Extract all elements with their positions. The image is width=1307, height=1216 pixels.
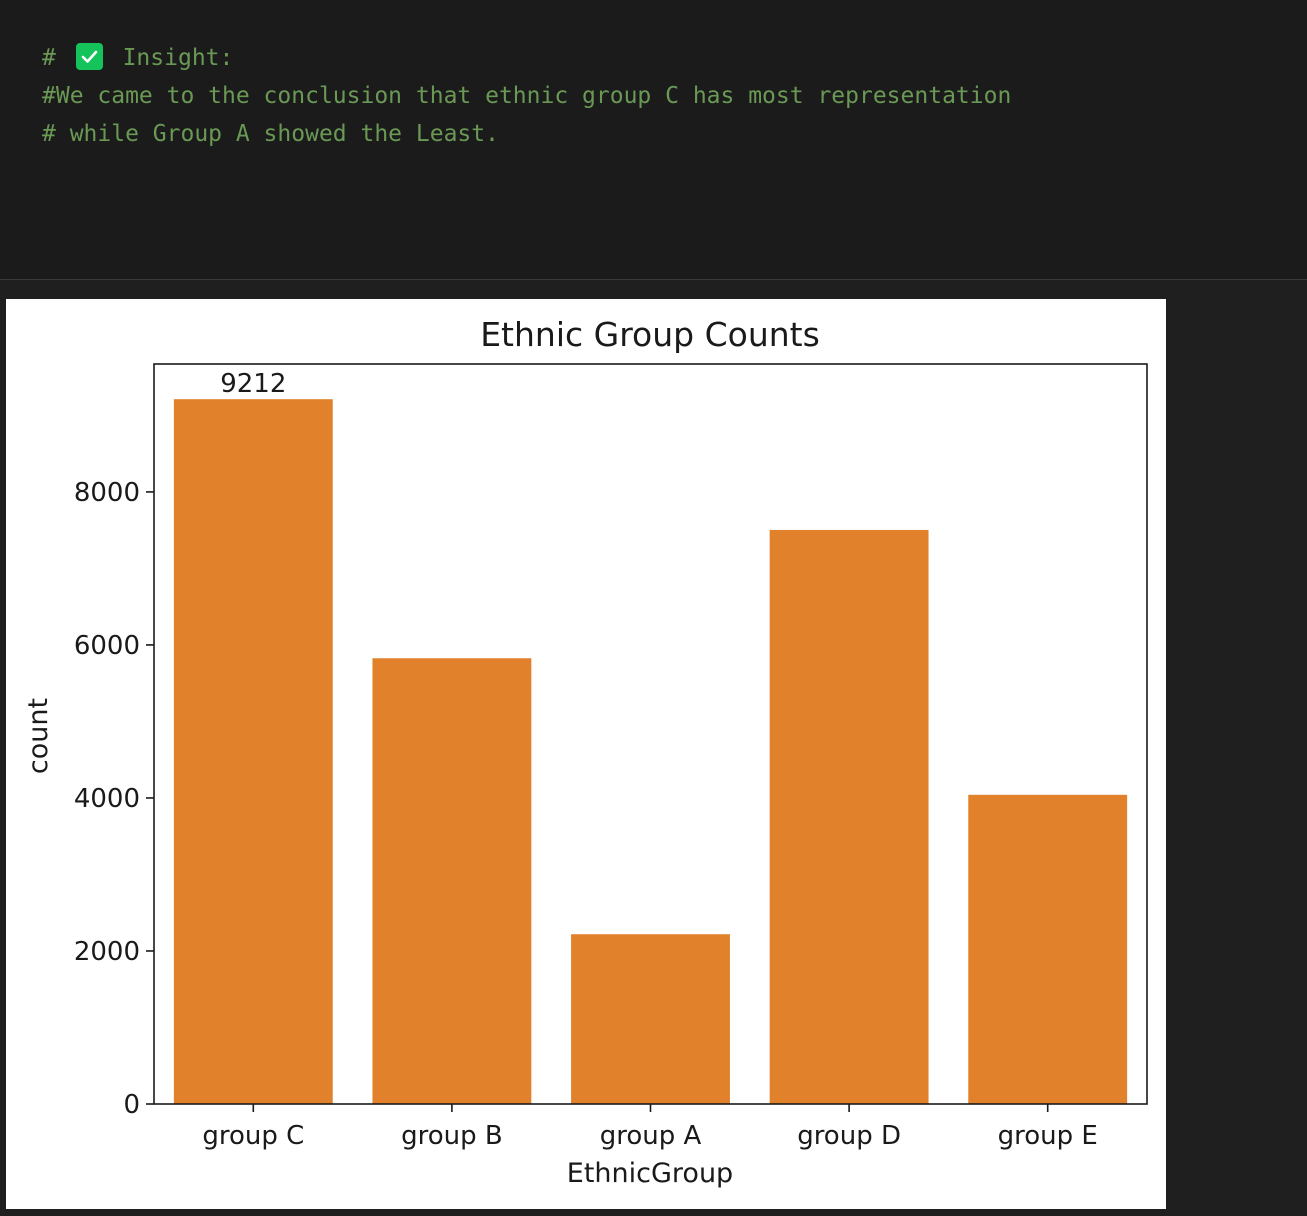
- least-line: # while Group A showed the Least.: [42, 121, 499, 147]
- y-tick-label: 8000: [74, 478, 140, 508]
- y-tick-label: 4000: [74, 784, 140, 814]
- x-tick-label: group E: [998, 1121, 1098, 1151]
- insight-heading: Insight:: [122, 45, 234, 71]
- bar-chart: Ethnic Group Counts 9212 0 2000 4000 6000 80…: [23, 315, 1148, 1189]
- bar-group-b: [372, 658, 532, 1104]
- markdown-cell[interactable]: # Insight: #We came to the conclusion th…: [0, 0, 1307, 280]
- bar-value-label: 9212: [220, 369, 286, 399]
- x-tick-label: group A: [600, 1121, 702, 1151]
- x-tick-label: group C: [202, 1121, 304, 1151]
- x-axis-label: EthnicGroup: [567, 1158, 733, 1189]
- bar-group-e: [968, 794, 1128, 1104]
- conclusion-line: #We came to the conclusion that ethnic g…: [42, 83, 1012, 109]
- y-axis-label: count: [23, 698, 54, 774]
- comment-hash: #: [42, 45, 56, 71]
- y-tick-label: 2000: [74, 937, 140, 967]
- insight-line: # Insight:: [42, 43, 233, 73]
- x-tick-label: group D: [797, 1121, 901, 1151]
- chart-title: Ethnic Group Counts: [480, 315, 820, 354]
- plot-frame: [153, 363, 1148, 1105]
- bar-group-c: [173, 399, 333, 1105]
- x-tick-label: group B: [401, 1121, 503, 1151]
- chart-figure: Ethnic Group Counts 9212 0 2000 4000 6000 80…: [6, 299, 1166, 1209]
- y-tick-label: 6000: [74, 631, 140, 661]
- bar-group-a: [571, 934, 730, 1104]
- check-mark-icon: [75, 43, 103, 70]
- bar-group-d: [769, 529, 929, 1104]
- y-tick-label: 0: [123, 1090, 140, 1120]
